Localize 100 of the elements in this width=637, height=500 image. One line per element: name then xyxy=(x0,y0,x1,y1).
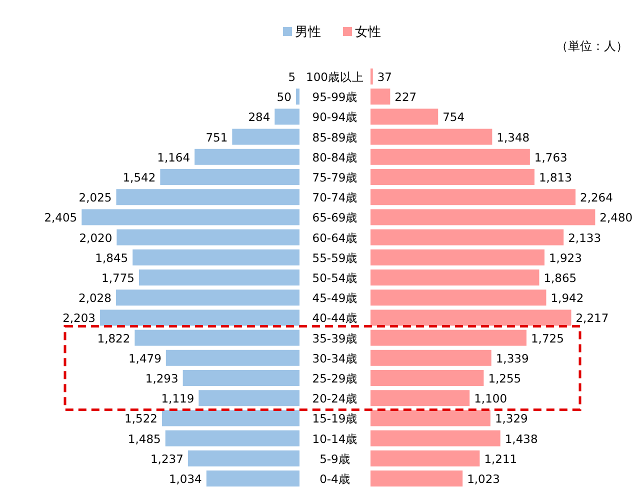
bar xyxy=(370,409,492,428)
y-tick-label: 25-29歳 xyxy=(312,372,358,386)
data-label: 227 xyxy=(394,90,417,104)
data-label: 1,438 xyxy=(504,432,538,446)
data-label: 754 xyxy=(442,110,465,124)
bar xyxy=(370,268,540,286)
data-label: 2,480 xyxy=(600,210,633,225)
bar xyxy=(370,208,596,226)
bar xyxy=(80,208,300,226)
bar xyxy=(134,328,300,347)
bar xyxy=(370,148,531,166)
data-label: 2,203 xyxy=(62,311,96,326)
y-tick-label: 85-89歳 xyxy=(312,130,358,144)
data-label: 1,813 xyxy=(538,170,572,184)
text: （単位：人） xyxy=(556,39,628,53)
legend-label: 女性 xyxy=(355,25,381,40)
bar xyxy=(138,268,300,286)
y-tick-label: 95-99歳 xyxy=(312,90,358,104)
data-label: 2,405 xyxy=(44,210,78,225)
bar xyxy=(164,348,300,367)
bar xyxy=(370,188,577,206)
y-tick-label: 35-39歳 xyxy=(312,331,358,346)
bar xyxy=(186,449,300,468)
data-label: 1,485 xyxy=(128,432,161,446)
y-tick-label: 0-4歳 xyxy=(320,472,350,486)
y-tick-label: 70-74歳 xyxy=(312,190,358,205)
data-label: 1,329 xyxy=(494,412,528,426)
data-label: 1,034 xyxy=(168,472,202,486)
data-label: 1,164 xyxy=(157,150,190,164)
data-label: 2,264 xyxy=(580,190,613,205)
bar xyxy=(370,449,481,468)
data-label: 1,822 xyxy=(97,331,130,346)
bar xyxy=(114,288,300,307)
y-tick-label: 20-24歳 xyxy=(312,392,358,406)
bar xyxy=(370,68,374,86)
data-label: 1,522 xyxy=(124,412,158,426)
data-label: 1,023 xyxy=(467,472,500,486)
bar xyxy=(198,389,300,408)
bar xyxy=(182,369,300,387)
bar xyxy=(194,148,300,166)
data-label: 1,339 xyxy=(496,351,529,366)
bar xyxy=(159,168,300,186)
bar xyxy=(370,88,392,106)
bar xyxy=(274,108,300,126)
bar xyxy=(370,429,502,448)
bar xyxy=(370,328,528,347)
bar xyxy=(231,128,300,146)
data-label: 50 xyxy=(276,90,292,104)
y-tick-label: 15-19歳 xyxy=(312,412,358,426)
y-tick-label: 45-49歳 xyxy=(312,291,358,306)
data-label: 1,775 xyxy=(102,271,134,285)
bar xyxy=(370,288,548,307)
data-label: 2,133 xyxy=(568,230,602,245)
y-tick-label: 50-54歳 xyxy=(312,271,358,285)
y-tick-label: 10-14歳 xyxy=(312,432,358,446)
data-label: 1,255 xyxy=(488,372,522,386)
bar xyxy=(370,168,536,186)
data-label: 2,020 xyxy=(79,230,112,245)
y-tick-label: 55-59歳 xyxy=(312,250,358,265)
data-label: 1,865 xyxy=(544,271,577,285)
y-tick-label: 65-69歳 xyxy=(312,210,358,225)
bar xyxy=(370,248,546,266)
y-tick-label: 5-9歳 xyxy=(320,452,350,466)
bar xyxy=(370,108,440,126)
data-label: 1,100 xyxy=(474,392,508,406)
bar xyxy=(370,128,494,146)
y-tick-label: 30-34歳 xyxy=(312,351,358,366)
bar xyxy=(370,369,485,387)
y-tick-label: 90-94歳 xyxy=(312,110,358,124)
y-tick-label: 40-44歳 xyxy=(312,311,358,326)
bar xyxy=(99,308,300,327)
data-label: 1,348 xyxy=(496,130,530,144)
y-tick-label: 100歳以上 xyxy=(306,70,364,84)
bar xyxy=(370,348,492,367)
data-label: 2,217 xyxy=(576,311,609,326)
bar xyxy=(164,429,300,448)
data-label: 1,923 xyxy=(548,250,582,265)
bar xyxy=(161,409,300,428)
y-tick-label: 60-64歳 xyxy=(312,230,358,245)
legend-label: 男性 xyxy=(295,25,321,40)
data-label: 1,237 xyxy=(150,452,184,466)
bar xyxy=(370,470,464,488)
data-label: 1,942 xyxy=(550,291,584,306)
data-label: 1,119 xyxy=(161,392,194,406)
data-label: 1,479 xyxy=(128,351,162,366)
data-label: 5 xyxy=(288,70,296,84)
data-label: 37 xyxy=(377,70,392,84)
data-label: 1,293 xyxy=(145,372,178,386)
bar xyxy=(370,389,471,408)
data-label: 1,763 xyxy=(534,150,568,164)
data-label: 2,025 xyxy=(78,190,112,205)
bar xyxy=(116,228,300,246)
bar xyxy=(115,188,300,206)
data-label: 284 xyxy=(248,110,270,124)
bar xyxy=(370,228,565,246)
data-label: 751 xyxy=(206,130,228,144)
bar xyxy=(370,308,572,327)
data-label: 1,845 xyxy=(95,250,128,265)
data-label: 2,028 xyxy=(78,291,112,306)
bar xyxy=(294,88,300,106)
